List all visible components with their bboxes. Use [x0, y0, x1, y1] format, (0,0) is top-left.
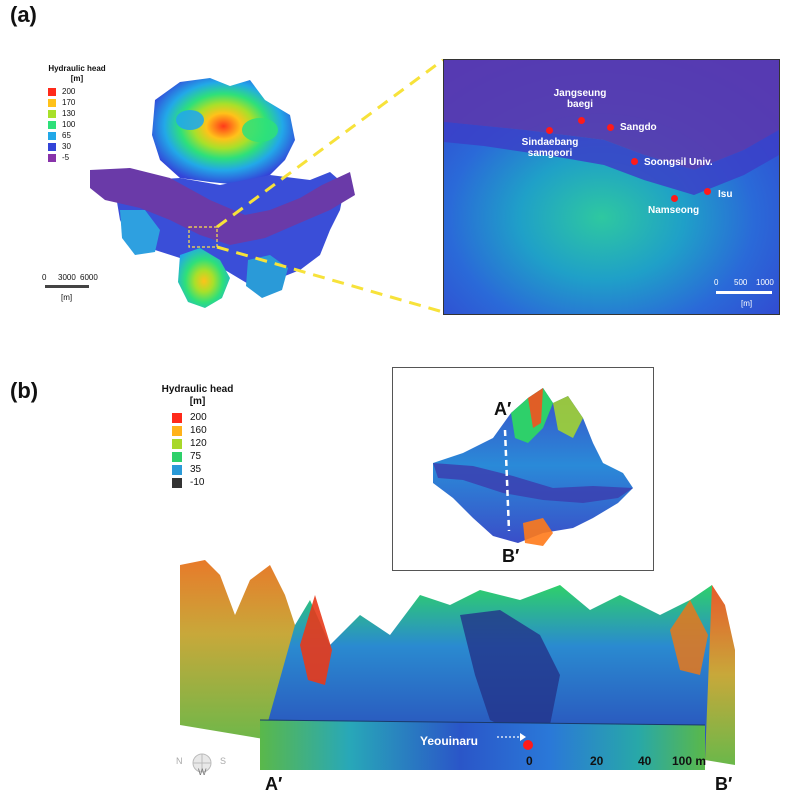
- legend-b-title: Hydraulic head: [161, 384, 234, 395]
- legend-value: -10: [190, 477, 205, 488]
- legend-swatch: [172, 464, 182, 475]
- legend-swatch: [172, 451, 182, 462]
- station-label-yeouinaru: Yeouinaru: [420, 734, 479, 748]
- site-dot-jangseung: [578, 117, 585, 124]
- section-label-b-prime: B′: [715, 774, 733, 794]
- legend-a-row: 100: [48, 119, 112, 130]
- compass-widget: N S W: [176, 745, 228, 781]
- site-dot-isu: [704, 188, 711, 195]
- legend-b-row: 35: [172, 463, 245, 476]
- legend-value: 200: [190, 412, 207, 423]
- legend-swatch: [172, 425, 182, 436]
- scale-a-bar: [45, 285, 89, 288]
- legend-b-row: 75: [172, 450, 245, 463]
- legend-value: 35: [190, 464, 202, 475]
- scale-a-tick-0: 0: [42, 273, 47, 282]
- site-dot-sangdo: [607, 124, 614, 131]
- legend-swatch: [48, 87, 56, 96]
- legend-swatch: [48, 142, 56, 151]
- zoom-box: [188, 226, 218, 248]
- site-label-namseong: Namseong: [648, 205, 700, 216]
- site-label-sindaebang: Sindaebang samgeori: [521, 137, 579, 159]
- inset-label-b-prime: B′: [502, 546, 520, 566]
- legend-a-row: 170: [48, 97, 112, 108]
- compass-right: S: [220, 756, 227, 766]
- legend-swatch: [172, 438, 182, 449]
- legend-swatch: [48, 153, 56, 162]
- site-label-isu: Isu: [718, 189, 733, 200]
- scale-a-unit: [m]: [61, 293, 73, 302]
- section-scale-tick-1: 20: [590, 754, 604, 768]
- scale-a-tick-1: 3000: [58, 273, 76, 282]
- legend-swatch: [172, 412, 182, 423]
- legend-a-row: 130: [48, 108, 112, 119]
- legend-swatch: [172, 477, 182, 488]
- site-label-jangseung: Jangseung baegi: [553, 88, 607, 110]
- zoom-inset-map: [443, 59, 780, 315]
- legend-b-unit: [m]: [189, 396, 206, 407]
- legend-value: 200: [62, 87, 76, 96]
- panel-a-legend: Hydraulic head [m] 200 170 130 100 65 30 -5: [42, 64, 112, 163]
- legend-b-row: 160: [172, 424, 245, 437]
- legend-b-row: 200: [172, 411, 245, 424]
- inset-label-a-prime: A′: [494, 399, 512, 419]
- legend-unit: [m]: [70, 74, 84, 83]
- legend-value: 120: [190, 438, 207, 449]
- legend-value: 100: [62, 120, 76, 129]
- legend-title: Hydraulic head: [48, 64, 106, 73]
- zoom-connectors: [216, 58, 444, 314]
- cross-section-3d: [180, 560, 735, 770]
- site-dot-soongsil: [631, 158, 638, 165]
- legend-value: -5: [62, 153, 70, 162]
- section-label-a-prime: A′: [265, 774, 283, 794]
- legend-value: 65: [62, 131, 71, 140]
- overview-map: [90, 78, 355, 308]
- scale-inset-bar: [716, 291, 772, 294]
- yeouinaru-marker: [523, 740, 533, 750]
- section-scale-tick-2: 40: [638, 754, 652, 768]
- scale-inset-tick-2: 1000: [756, 278, 774, 287]
- scale-inset-tick-0: 0: [714, 278, 719, 287]
- panel-b-inset: [392, 367, 654, 571]
- legend-a-row: -5: [48, 152, 112, 163]
- legend-swatch: [48, 131, 56, 140]
- legend-b-row: 120: [172, 437, 245, 450]
- legend-value: 130: [62, 109, 76, 118]
- legend-value: 30: [62, 142, 71, 151]
- site-label-sangdo: Sangdo: [620, 122, 657, 133]
- legend-a-row: 65: [48, 130, 112, 141]
- site-label-soongsil: Soongsil Univ.: [644, 157, 713, 168]
- section-scale-tick-3: 100 m: [672, 754, 707, 768]
- scale-inset-unit: [m]: [741, 299, 753, 308]
- legend-a-row: 30: [48, 141, 112, 152]
- scale-a-tick-2: 6000: [80, 273, 98, 282]
- legend-value: 170: [62, 98, 76, 107]
- legend-swatch: [48, 120, 56, 129]
- compass-left: N: [176, 756, 183, 766]
- section-scale-tick-0: 0: [526, 754, 533, 768]
- panel-b-label: (b): [10, 378, 39, 403]
- panel-a-label: (a): [10, 2, 37, 27]
- compass-icon: [192, 753, 212, 773]
- legend-swatch: [48, 109, 56, 118]
- compass-bottom: W: [198, 767, 207, 777]
- legend-b-row: -10: [172, 476, 245, 489]
- legend-value: 75: [190, 451, 202, 462]
- panel-b-legend: Hydraulic head [m] 200 160 120 75 35 -10: [150, 384, 245, 489]
- site-dot-namseong: [671, 195, 678, 202]
- legend-swatch: [48, 98, 56, 107]
- scale-inset-tick-1: 500: [734, 278, 748, 287]
- site-dot-sindaebang: [546, 127, 553, 134]
- legend-value: 160: [190, 425, 207, 436]
- legend-a-row: 200: [48, 86, 112, 97]
